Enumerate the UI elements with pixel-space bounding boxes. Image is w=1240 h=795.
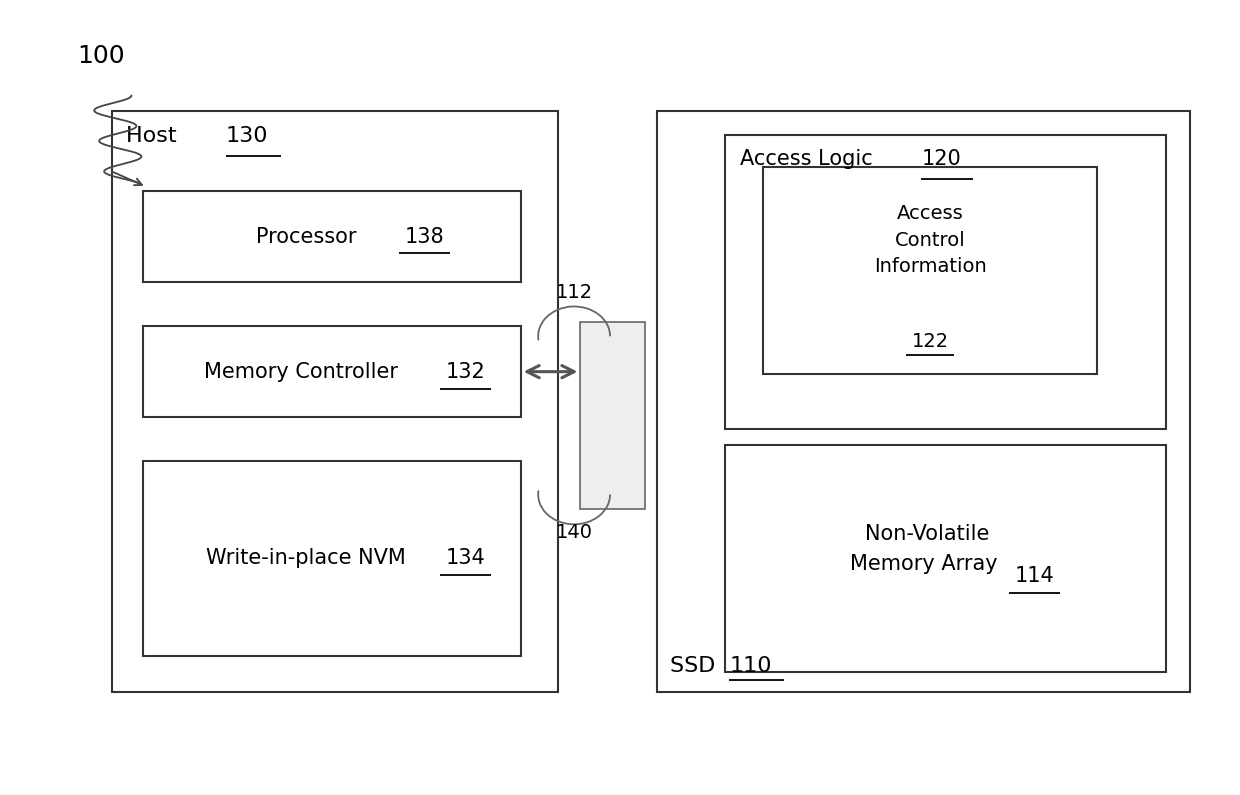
Text: Access
Control
Information: Access Control Information: [874, 204, 986, 276]
Text: 112: 112: [556, 283, 593, 302]
Text: 110: 110: [729, 656, 771, 676]
Text: 130: 130: [226, 126, 268, 145]
Text: Memory Controller: Memory Controller: [205, 362, 404, 382]
Text: 132: 132: [445, 362, 486, 382]
Bar: [725, 135, 1166, 429]
Bar: [763, 167, 1097, 374]
Text: 122: 122: [911, 332, 949, 351]
Text: 140: 140: [556, 523, 593, 542]
Text: 114: 114: [1014, 566, 1055, 586]
Bar: [112, 111, 558, 692]
Text: 100: 100: [77, 44, 124, 68]
Bar: [143, 461, 521, 656]
Text: Processor: Processor: [255, 227, 363, 246]
Bar: [580, 322, 645, 509]
Text: 134: 134: [445, 549, 486, 568]
Bar: [657, 111, 1190, 692]
Text: Access Logic: Access Logic: [740, 149, 879, 169]
Text: Host: Host: [126, 126, 185, 145]
Text: Non-Volatile
Memory Array: Non-Volatile Memory Array: [849, 524, 1004, 574]
Text: Write-in-place NVM: Write-in-place NVM: [206, 549, 413, 568]
Text: 138: 138: [405, 227, 444, 246]
Bar: [143, 191, 521, 282]
Bar: [143, 326, 521, 417]
Text: SSD: SSD: [670, 656, 722, 676]
Text: 120: 120: [921, 149, 961, 169]
Bar: [725, 445, 1166, 672]
